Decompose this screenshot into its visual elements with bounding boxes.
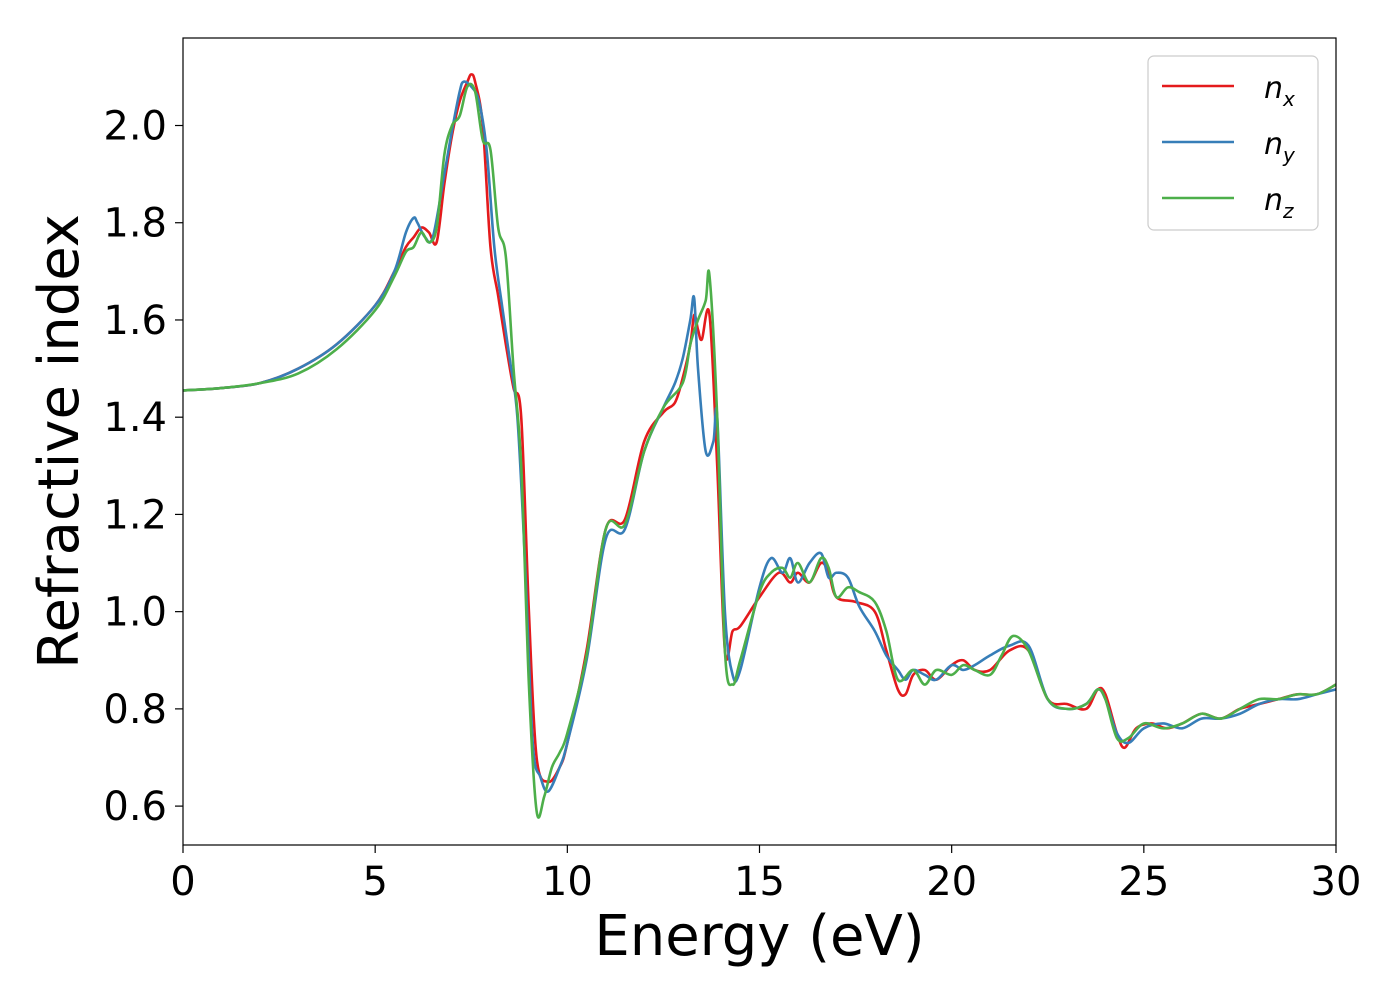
x-axis-title: Energy (eV) (594, 904, 924, 969)
x-tick-label: 15 (734, 859, 785, 905)
x-tick-label: 25 (1118, 859, 1169, 905)
y-tick-label: 1.2 (103, 492, 167, 538)
x-tick-label: 30 (1311, 859, 1362, 905)
legend-label-x: nx (1264, 71, 1295, 111)
x-tick-label: 10 (542, 859, 593, 905)
y-tick-label: 0.8 (103, 687, 167, 733)
legend-label-base: n (1264, 183, 1283, 218)
series-lines (183, 73, 1336, 819)
legend-label-subscript: y (1282, 143, 1296, 167)
y-tick-label: 1.4 (103, 395, 167, 441)
y-tick-label: 1.0 (103, 590, 167, 636)
y-tick-label: 2.0 (103, 104, 167, 150)
legend-label-base: n (1264, 127, 1283, 162)
y-axis-title: Refractive index (27, 214, 92, 669)
legend-label-z: nz (1264, 183, 1294, 223)
y-tick-label: 1.6 (103, 298, 167, 344)
y-tick-label: 0.6 (103, 784, 167, 830)
x-tick-label: 5 (362, 859, 387, 905)
legend-label-y: ny (1264, 127, 1296, 167)
legend-label-subscript: z (1282, 199, 1294, 223)
x-tick-label: 20 (926, 859, 977, 905)
y-tick-label: 1.8 (103, 201, 167, 247)
series-line-z (183, 82, 1336, 819)
x-tick-label: 0 (170, 859, 195, 905)
legend-label-base: n (1264, 71, 1283, 106)
legend-label-subscript: x (1282, 87, 1295, 111)
axis-ticks: 0 5 10 15 20 25 30 0.6 0.8 1.0 1.2 1.4 1.6 1.8 2.0 (103, 104, 1361, 905)
